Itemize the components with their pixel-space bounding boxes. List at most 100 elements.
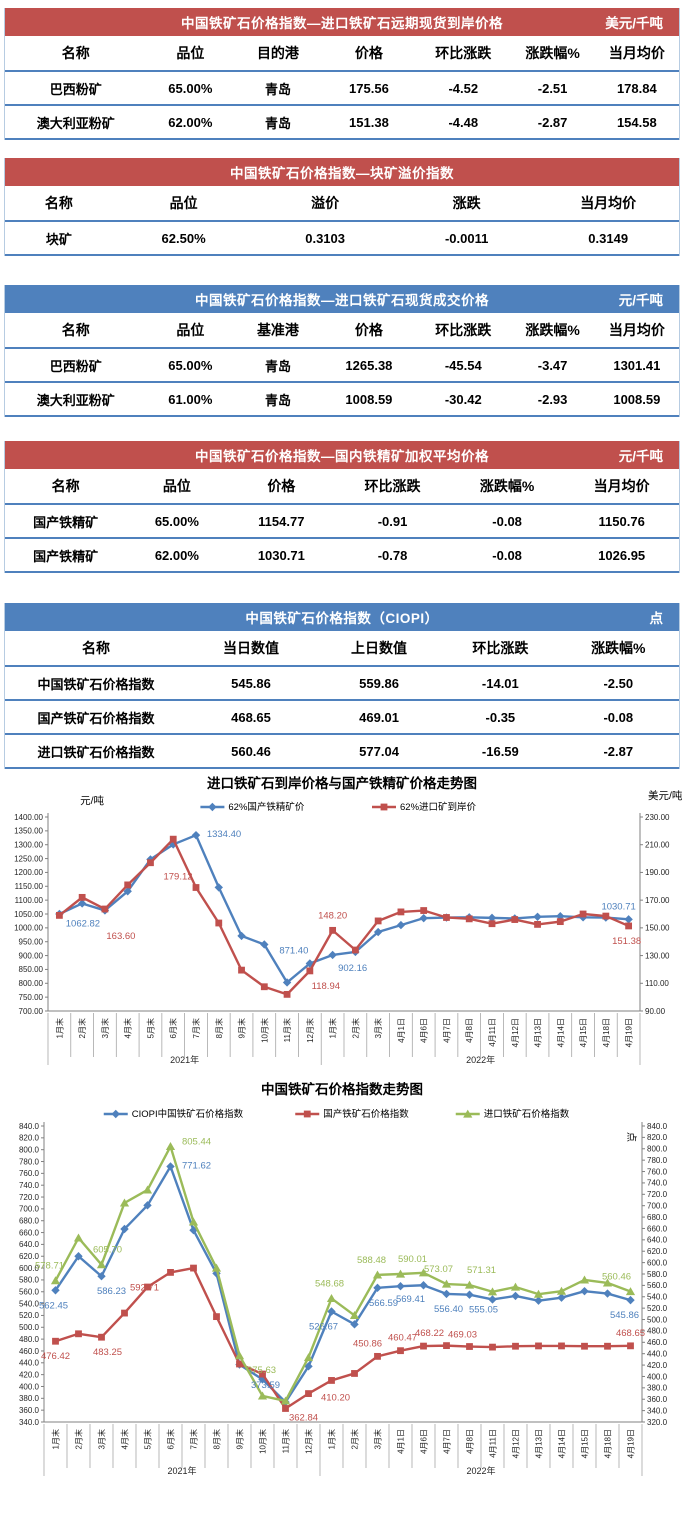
cell: -0.91 (377, 513, 408, 529)
right-tick-label: 780.0 (647, 1156, 668, 1165)
marker-diamond (580, 1286, 589, 1296)
left-tick-label: 1150.00 (15, 882, 44, 891)
marker-triangle (464, 1280, 475, 1289)
x-tick-label: 4月19日 (627, 1429, 636, 1458)
marker-square (124, 881, 132, 889)
marker-square (192, 884, 200, 891)
series-line (58, 833, 629, 984)
marker-square (351, 1370, 358, 1377)
cell: -0.08 (603, 709, 634, 725)
marker-triangle (533, 1289, 544, 1298)
left-axis-unit: 元/吨 (80, 794, 104, 807)
left-tick-label: 700.0 (19, 1205, 40, 1214)
marker-diamond (143, 1201, 152, 1210)
cell: 澳大利亚粉矿 (36, 115, 115, 131)
x-tick-label: 4月13日 (534, 1018, 543, 1047)
header-cell: 环比涨跌 (435, 322, 492, 338)
year-group-label: 2021年 (170, 1054, 199, 1065)
right-tick-label: 620.0 (647, 1247, 668, 1256)
marker-square (397, 908, 405, 916)
marker-diamond (260, 940, 269, 949)
table-lump-premium-index: 中国铁矿石价格指数—块矿溢价指数 名称 品位 溢价 涨跌 当月均价 块矿 62.50% 0.31… (4, 158, 680, 256)
marker-square (443, 914, 450, 921)
cell: 62.50% (161, 230, 206, 246)
marker-square (420, 907, 428, 914)
right-tick-label: 560.0 (647, 1281, 668, 1290)
marker-triangle (211, 1263, 222, 1272)
x-tick-label: 3月末 (97, 1429, 107, 1449)
right-axis-unit-rotated: 点 (625, 1132, 637, 1142)
right-tick-label: 640.0 (647, 1236, 668, 1245)
table-ciopi-index: 中国铁矿石价格指数（CIOPI） 点名称 当日数值 上日数值 环比涨跌 涨跌幅% 中国铁矿石… (4, 603, 680, 769)
x-tick-label: 4月18日 (602, 1018, 611, 1047)
cell: 青岛 (264, 81, 291, 97)
x-tick-label: 11月末 (281, 1429, 291, 1453)
table-title-bar: 中国铁矿石价格指数—进口铁矿石现货成交价格 元/千吨 (5, 285, 679, 313)
marker-square (213, 1313, 220, 1321)
cell: -14.01 (481, 675, 519, 691)
marker-square (535, 1342, 542, 1350)
x-tick-label: 4月13日 (535, 1429, 544, 1458)
cell: 青岛 (264, 358, 291, 374)
legend-label: 62%国产铁精矿价 (228, 801, 305, 813)
table-title-bar: 中国铁矿石价格指数—国内铁精矿加权平均价格 元/千吨 (5, 441, 679, 469)
x-tick-label: 8月末 (212, 1429, 222, 1449)
right-tick-label: 380.0 (647, 1384, 668, 1393)
marker-square (397, 1347, 404, 1355)
cell: 1301.41 (613, 357, 661, 373)
data-point-label: 1030.71 (601, 901, 635, 912)
right-tick-label: 130.00 (645, 951, 670, 960)
marker-square (489, 1343, 496, 1351)
marker-square (374, 917, 382, 925)
data-point-label: 588.48 (357, 1255, 386, 1266)
marker-triangle (625, 1287, 636, 1296)
left-tick-label: 560.0 (19, 1288, 40, 1297)
left-tick-label: 800.00 (19, 979, 44, 988)
x-tick-label: 4月18日 (604, 1429, 613, 1458)
cell: -4.52 (448, 80, 479, 96)
marker-diamond (624, 915, 633, 924)
legend-item: 国产铁矿石价格指数 (295, 1108, 409, 1120)
right-tick-label: 360.0 (647, 1395, 668, 1404)
marker-square (602, 912, 610, 920)
left-tick-label: 780.0 (19, 1157, 40, 1166)
cell: 175.56 (349, 80, 389, 96)
marker-diamond (328, 950, 337, 960)
x-tick-label: 1月末 (51, 1429, 61, 1449)
marker-triangle (579, 1275, 590, 1284)
cell: 国产铁精矿 (33, 514, 99, 530)
header-cell: 溢价 (311, 195, 340, 211)
data-point-label: 362.84 (289, 1412, 318, 1423)
cell: 1150.76 (598, 513, 645, 529)
legend-label: 进口铁矿石价格指数 (484, 1108, 570, 1120)
header-cell: 名称 (61, 45, 90, 61)
left-tick-label: 700.00 (19, 1007, 44, 1016)
table-unit-label: 美元/千吨 (605, 16, 663, 31)
marker-square (511, 916, 519, 923)
x-tick-label: 3月末 (373, 1018, 383, 1038)
marker-diamond (419, 913, 428, 923)
header-cell: 环比涨跌 (435, 45, 492, 61)
series-2 (55, 835, 633, 998)
x-tick-label: 4月6日 (420, 1429, 429, 1454)
right-tick-label: 760.0 (647, 1167, 668, 1176)
data-point-label: 469.03 (448, 1330, 477, 1341)
marker-square (627, 1342, 634, 1350)
data-point-label: 468.65 (616, 1328, 645, 1339)
right-tick-label: 170.00 (645, 896, 670, 905)
marker-square (328, 1377, 335, 1384)
cell: -45.54 (444, 357, 482, 373)
year-group-label: 2021年 (167, 1465, 196, 1476)
marker-diamond (465, 1290, 474, 1299)
left-tick-label: 440.0 (19, 1359, 40, 1368)
marker-square (215, 919, 223, 927)
x-tick-label: 6月末 (166, 1429, 176, 1449)
header-cell: 当月均价 (608, 45, 665, 61)
data-point-label: 590.01 (398, 1254, 427, 1265)
series-2 (52, 1264, 634, 1412)
cell: 62.00% (168, 114, 213, 130)
right-tick-label: 740.0 (647, 1179, 668, 1188)
legend-label: 国产铁矿石价格指数 (323, 1108, 409, 1120)
table-unit-label: 元/千吨 (618, 293, 663, 308)
data-point-label: 460.47 (388, 1333, 417, 1344)
